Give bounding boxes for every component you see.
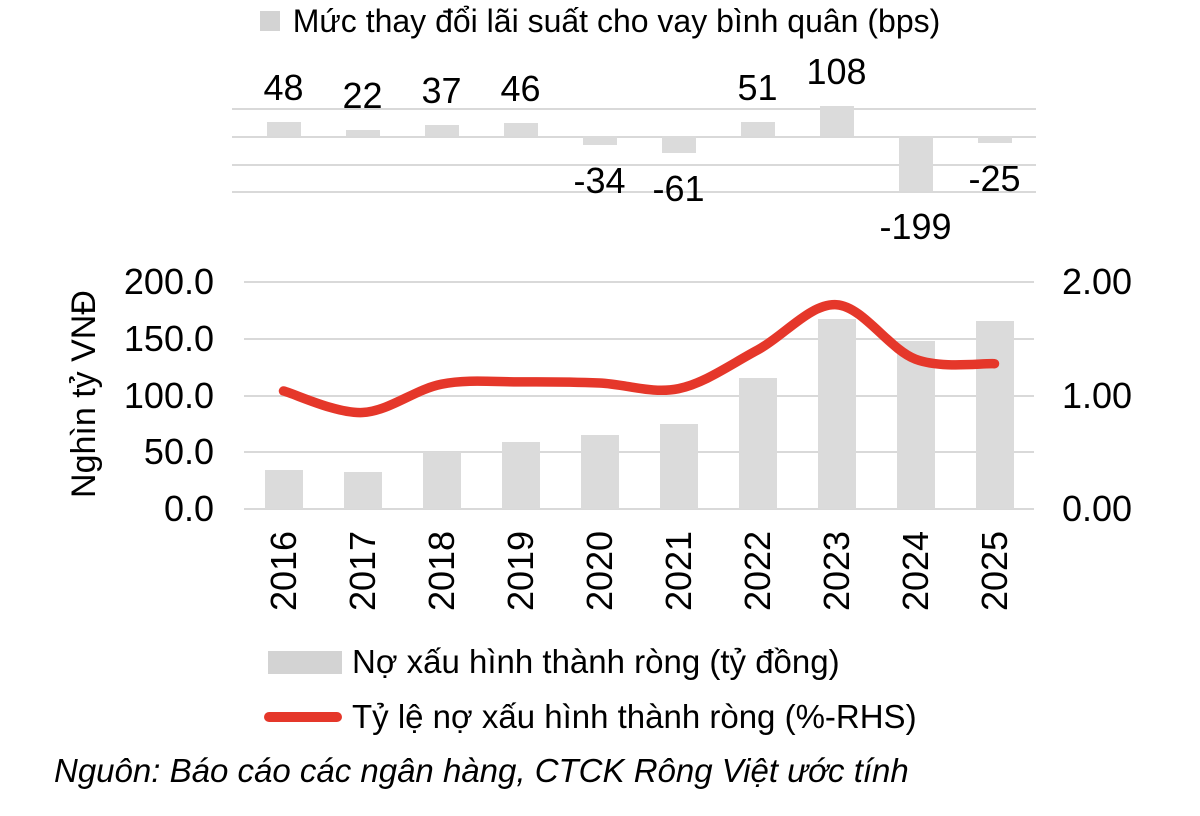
- bar-value-label: 22: [342, 74, 383, 116]
- x-axis-tick: 2025: [973, 530, 1015, 612]
- bar-2024: [898, 135, 933, 191]
- bar-2023: [819, 105, 854, 136]
- gridline: [232, 107, 1036, 110]
- x-axis-tick: 2019: [499, 530, 541, 612]
- bar-2019: [501, 442, 540, 509]
- npl-ratio-line-series: [278, 299, 1000, 418]
- legend-label-bars: Nợ xấu hình thành ròng (tỷ đồng): [352, 643, 840, 680]
- bar-value-label: 108: [806, 50, 867, 92]
- legend-item-bars: Nợ xấu hình thành ròng (tỷ đồng): [268, 643, 840, 681]
- gridline: [244, 451, 1034, 454]
- gridline: [244, 281, 1034, 283]
- y-axis-tick-left: 150.0: [123, 317, 214, 359]
- line-series-path: [278, 299, 1000, 418]
- rate-change-bar-plot: 48 22 37 46 -34 -61 51 108 -199 -25: [232, 53, 1036, 245]
- bar-2020: [582, 135, 617, 146]
- bar-2021: [659, 423, 698, 509]
- y-axis-tick-right: 0.00: [1062, 488, 1133, 529]
- bar-2017: [345, 129, 380, 136]
- y-axis-tick-left: 100.0: [123, 374, 214, 416]
- bar-value-label: -61: [652, 167, 705, 209]
- bar-2025: [977, 135, 1012, 143]
- bar-value-label: -199: [879, 206, 952, 248]
- line-swatch-icon: [264, 712, 342, 722]
- bar-value-label: 46: [500, 67, 541, 109]
- bar-2023: [817, 319, 856, 509]
- x-axis-tick: 2020: [578, 530, 620, 612]
- top-chart-legend: Mức thay đổi lãi suất cho vay bình quân …: [0, 0, 1200, 42]
- gridline: [244, 508, 1034, 510]
- bar-2022: [740, 121, 775, 136]
- legend-label-line: Tỷ lệ nợ xấu hình thành ròng (%-RHS): [352, 698, 917, 735]
- gridline: [244, 337, 1034, 340]
- gridline: [232, 191, 1036, 194]
- bar-2021: [661, 135, 696, 153]
- bar-2017: [343, 471, 382, 509]
- bar-2018: [422, 452, 461, 509]
- x-axis-tick: 2024: [894, 530, 936, 612]
- bar-value-label: 51: [737, 66, 778, 108]
- x-axis-tick: 2022: [736, 530, 778, 612]
- bar-2018: [424, 125, 459, 136]
- x-axis-tick: 2017: [341, 530, 383, 612]
- bar-swatch-icon: [268, 650, 342, 674]
- y-axis-tick-left: 0.0: [163, 488, 214, 529]
- npl-combo-plot: [244, 281, 1034, 510]
- bar-value-label: 48: [263, 67, 304, 109]
- x-axis-tick: 2023: [815, 530, 857, 612]
- bar-value-label: 37: [421, 70, 462, 112]
- bar-2020: [580, 435, 619, 509]
- bar-2024: [896, 341, 935, 509]
- bar-2022: [738, 378, 777, 509]
- bar-value-label: -34: [573, 160, 626, 202]
- bar-2016: [264, 470, 303, 509]
- top-chart-title: Mức thay đổi lãi suất cho vay bình quân …: [292, 3, 941, 39]
- x-axis-tick: 2016: [262, 530, 304, 612]
- bar-2016: [266, 122, 301, 136]
- gridline: [232, 163, 1036, 166]
- y-axis-tick-left: 50.0: [143, 431, 214, 473]
- gridline: [232, 135, 1036, 138]
- y-axis-tick-left: 200.0: [123, 261, 214, 302]
- bar-series-swatch-icon: [259, 11, 280, 31]
- bar-2019: [503, 122, 538, 136]
- bar-2025: [975, 320, 1014, 509]
- y-axis-tick-right: 1.00: [1062, 374, 1133, 416]
- x-axis-tick: 2018: [420, 530, 462, 612]
- bar-value-label: -25: [968, 157, 1021, 199]
- source-note: Nguôn: Báo cáo các ngân hàng, CTCK Rông …: [54, 752, 909, 789]
- gridline: [244, 394, 1034, 397]
- x-axis-tick: 2021: [657, 530, 699, 612]
- legend-item-line: Tỷ lệ nợ xấu hình thành ròng (%-RHS): [264, 698, 917, 736]
- y-axis-tick-right: 2.00: [1062, 261, 1133, 302]
